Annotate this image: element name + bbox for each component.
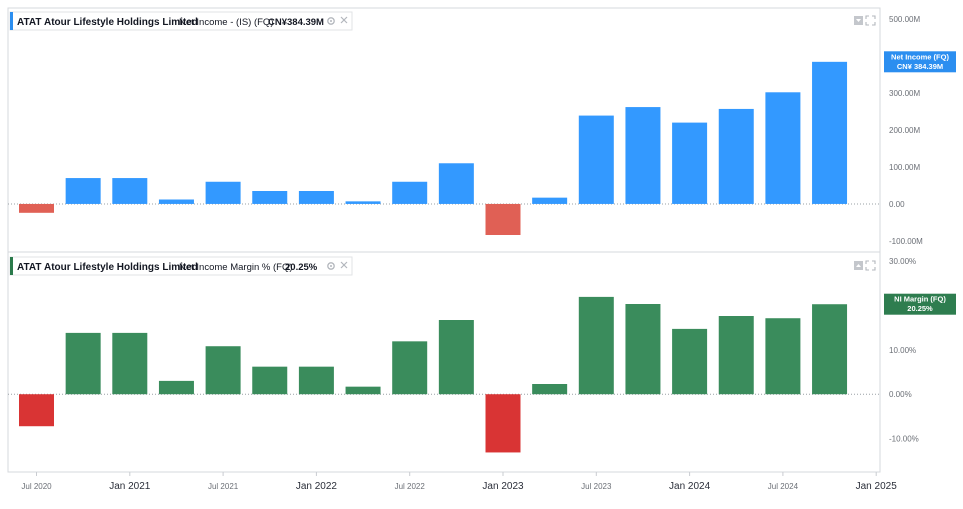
- pane2-y-axis: 30.00% 10.00% 0.00% -10.00%: [889, 257, 919, 444]
- pane1-settings-icon[interactable]: [327, 17, 335, 25]
- pane2-value: 20.25%: [285, 262, 318, 273]
- pane1-company: Atour Lifestyle Holdings Limited: [44, 17, 198, 28]
- x-tick-label: Jul 2020: [21, 482, 52, 491]
- x-tick-label: Jan 2021: [109, 481, 151, 492]
- bar-margin-4[interactable]: [205, 346, 241, 395]
- x-tick-label: Jan 2022: [296, 481, 338, 492]
- pane1-legend[interactable]: ATAT Atour Lifestyle Holdings Limited Ne…: [9, 11, 353, 31]
- pane-frame: [7, 7, 881, 473]
- bar-net-income-5[interactable]: [252, 191, 288, 204]
- bar-margin-11[interactable]: [532, 384, 568, 395]
- y-tick-label: 0.00: [889, 200, 905, 209]
- pane2-maximize-icon[interactable]: [865, 260, 876, 271]
- y-tick-label: 0.00%: [889, 390, 912, 399]
- bar-net-income-3[interactable]: [158, 199, 194, 204]
- pane2-legend-accent: [10, 257, 13, 275]
- x-tick-label: Jul 2023: [581, 482, 612, 491]
- y-tick-label: 10.00%: [889, 346, 916, 355]
- pane2-move-up-icon[interactable]: [854, 261, 863, 270]
- pane1-y-axis: 500.00M 300.00M 200.00M 100.00M 0.00 -100.00M: [889, 15, 923, 246]
- bar-margin-7[interactable]: [345, 386, 381, 395]
- y-tick-label: 500.00M: [889, 15, 920, 24]
- x-tick-label: Jul 2022: [395, 482, 426, 491]
- pane2-legend[interactable]: ATAT Atour Lifestyle Holdings Limited Ne…: [9, 256, 353, 276]
- pane1-move-down-icon[interactable]: [854, 16, 863, 25]
- bar-margin-3[interactable]: [158, 380, 194, 395]
- bar-net-income-8[interactable]: [392, 181, 428, 204]
- bar-margin-8[interactable]: [392, 341, 428, 395]
- x-tick-label: Jul 2021: [208, 482, 239, 491]
- bar-net-income-10[interactable]: [485, 203, 521, 235]
- bar-net-income-7[interactable]: [345, 201, 381, 204]
- bar-margin-13[interactable]: [625, 304, 661, 395]
- bar-margin-10[interactable]: [485, 394, 521, 453]
- pane1-badge-label: Net Income (FQ): [891, 52, 949, 61]
- pane2-badge-label: NI Margin (FQ): [894, 295, 946, 304]
- x-tick-label: Jul 2024: [768, 482, 799, 491]
- pane1-badge-value: CN¥ 384.39M: [897, 62, 943, 71]
- bar-margin-16[interactable]: [765, 318, 801, 395]
- bar-net-income-12[interactable]: [578, 115, 614, 204]
- bar-net-income-2[interactable]: [112, 178, 148, 204]
- bar-net-income-15[interactable]: [718, 108, 754, 204]
- pane2-close-icon[interactable]: [340, 261, 348, 269]
- y-tick-label: 30.00%: [889, 257, 916, 266]
- bar-margin-2[interactable]: [112, 332, 148, 395]
- pane1-close-icon[interactable]: [340, 16, 348, 24]
- pane2-badge-value: 20.25%: [907, 304, 933, 313]
- y-tick-label: -10.00%: [889, 435, 919, 444]
- pane2-settings-icon[interactable]: [327, 262, 335, 270]
- bar-margin-1[interactable]: [65, 332, 101, 395]
- pane1-metric: Net Income - (IS) (FQ): [179, 17, 273, 28]
- bar-net-income-13[interactable]: [625, 107, 661, 204]
- pane2-company: Atour Lifestyle Holdings Limited: [44, 262, 198, 273]
- pane1-legend-accent: [10, 12, 13, 30]
- pane1-value: CN¥384.39M: [268, 17, 324, 28]
- bar-margin-0[interactable]: [19, 394, 54, 427]
- bar-net-income-0[interactable]: [19, 203, 54, 213]
- x-tick-label: Jan 2025: [856, 481, 898, 492]
- y-tick-label: 200.00M: [889, 126, 920, 135]
- bar-margin-12[interactable]: [578, 296, 614, 395]
- pane1-bars: [8, 61, 880, 235]
- y-tick-label: 300.00M: [889, 89, 920, 98]
- bar-net-income-6[interactable]: [298, 191, 334, 204]
- pane2-metric: Net Income Margin % (FQ): [179, 262, 293, 273]
- bar-margin-5[interactable]: [252, 366, 288, 395]
- bar-net-income-1[interactable]: [65, 178, 101, 204]
- bar-net-income-9[interactable]: [438, 163, 474, 204]
- pane1-ticker: ATAT: [17, 17, 41, 28]
- bar-margin-15[interactable]: [718, 316, 754, 395]
- bar-net-income-11[interactable]: [532, 197, 568, 204]
- bar-margin-17[interactable]: [812, 304, 848, 395]
- pane1-maximize-icon[interactable]: [865, 15, 876, 26]
- pane2-bars: [8, 296, 880, 453]
- bar-net-income-16[interactable]: [765, 92, 801, 204]
- bar-net-income-4[interactable]: [205, 181, 241, 204]
- bar-net-income-17[interactable]: [812, 61, 848, 204]
- bar-margin-6[interactable]: [298, 366, 334, 395]
- x-tick-label: Jan 2023: [482, 481, 524, 492]
- pane1-last-value-badge: Net Income (FQ) CN¥ 384.39M: [884, 51, 956, 73]
- bar-margin-14[interactable]: [672, 328, 708, 395]
- bar-margin-9[interactable]: [438, 320, 474, 395]
- y-tick-label: -100.00M: [889, 237, 923, 246]
- y-tick-label: 100.00M: [889, 163, 920, 172]
- pane2-last-value-badge: NI Margin (FQ) 20.25%: [884, 293, 956, 315]
- bar-net-income-14[interactable]: [672, 122, 708, 204]
- pane2-ticker: ATAT: [17, 262, 41, 273]
- x-tick-label: Jan 2024: [669, 481, 711, 492]
- x-axis: Jul 2020 Jan 2021 Jul 2021 Jan 2022 Jul 2022…: [21, 472, 897, 492]
